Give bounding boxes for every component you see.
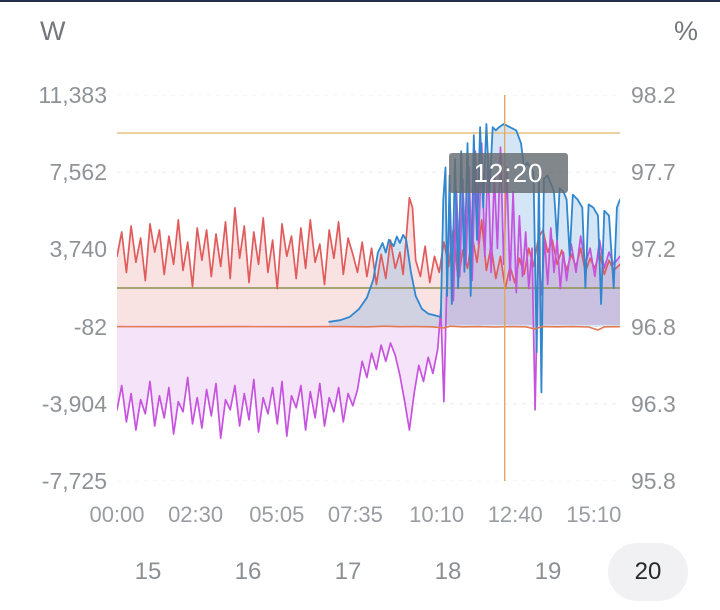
grid-power-line [117, 325, 620, 331]
left-axis-tick: -7,725 [41, 468, 107, 494]
right-axis-tick: 96.8 [631, 313, 676, 340]
day-button-18[interactable]: 18 [434, 558, 462, 585]
right-axis-tick: 98.2 [631, 82, 676, 108]
right-axis-unit: % [674, 16, 699, 46]
day-selector: 15 16 17 18 19 20 [108, 543, 688, 601]
x-axis-tick: 05:05 [249, 502, 305, 527]
right-axis-tick: 96.3 [631, 390, 676, 417]
top-edge-divider [0, 0, 720, 2]
x-axis-tick: 10:10 [409, 502, 465, 527]
left-axis-tick: -82 [73, 313, 107, 340]
day-button-17[interactable]: 17 [334, 558, 362, 585]
load-power-area [117, 197, 620, 325]
x-axis-tick: 15:10 [566, 502, 622, 527]
right-axis-tick: 97.7 [631, 159, 676, 186]
left-axis-tick: -3,904 [41, 390, 107, 417]
x-axis-tick: 00:00 [89, 502, 145, 527]
x-axis-tick: 02:30 [168, 502, 224, 527]
left-axis-tick: 7,562 [49, 159, 107, 186]
right-axis-tick: 97.2 [631, 236, 676, 263]
day-button-15[interactable]: 15 [134, 558, 162, 585]
day-button-16[interactable]: 16 [234, 558, 262, 585]
day-button-19[interactable]: 19 [534, 558, 562, 585]
battery-power-area [117, 143, 620, 439]
right-axis-tick: 95.8 [631, 468, 676, 494]
load-power-line [117, 196, 620, 290]
left-axis-unit: W [40, 16, 66, 46]
left-axis-tick: 3,740 [49, 236, 107, 263]
crosshair-tooltip: 12:20 [449, 153, 568, 193]
x-axis-tick: 07:35 [327, 502, 383, 527]
x-axis-tick: 12:40 [487, 502, 543, 527]
left-axis-tick: 11,383 [38, 82, 107, 108]
day-button-20[interactable]: 20 [608, 543, 688, 601]
